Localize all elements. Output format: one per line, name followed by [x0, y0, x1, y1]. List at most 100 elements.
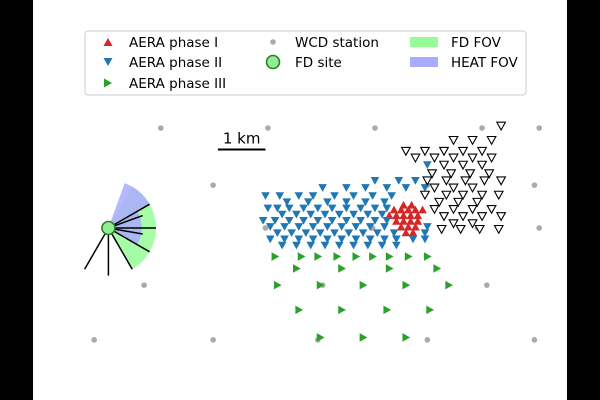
phase3-antenna-point [404, 252, 413, 261]
phase3-antenna-point [271, 252, 280, 261]
phase2-antenna-point [282, 198, 292, 207]
wcd-station-point [479, 125, 485, 131]
wcd-station-point [210, 182, 216, 188]
fd-bay-line [83, 227, 110, 270]
outline-antenna-point [422, 176, 433, 186]
phase2-antenna-point [411, 176, 420, 185]
phase2-antenna-point [380, 198, 389, 207]
phase2-antenna-point [380, 223, 389, 231]
phase1-antenna-point [407, 200, 416, 209]
phase2-antenna-point [320, 241, 330, 250]
fd-fov-layer [83, 183, 157, 276]
phase3-antenna-point [352, 252, 361, 261]
outline-antenna-point [467, 135, 478, 146]
outline-antenna-point [493, 190, 504, 201]
outline-antenna-point [457, 160, 469, 171]
phase2-antenna-point [258, 216, 268, 225]
phase3-antenna-point [273, 280, 282, 290]
phase2-antenna-point [273, 229, 282, 238]
outline-antenna-point [476, 212, 488, 222]
phase3-antenna-point [383, 305, 392, 315]
phase2-antenna-point [370, 176, 380, 185]
phase1-antenna-point [392, 217, 401, 225]
phase2-antenna-point [356, 216, 365, 225]
phase2-antenna-point [420, 235, 430, 244]
outline-antenna-point [479, 176, 490, 186]
outline-antenna-point [483, 169, 495, 179]
outline-antenna-point [419, 190, 431, 201]
phase3-antenna-point [385, 252, 394, 261]
phase3-antenna-point [333, 252, 342, 261]
phase2-antenna-point [337, 235, 346, 244]
scale-bar-label: 1 km [223, 129, 261, 147]
phase1-antenna-point [401, 228, 411, 237]
phase3-antenna-point [338, 305, 346, 315]
phase1-antenna-point [403, 205, 413, 214]
phase3-antenna-point [359, 333, 368, 342]
phase2-antenna-point [327, 216, 337, 225]
outline-antenna-point [436, 224, 447, 235]
outline-antenna-point [493, 224, 504, 235]
phase1-antenna-point [389, 205, 399, 214]
phase2-antenna-point [358, 229, 368, 238]
phase3-antenna-point [297, 252, 306, 261]
phase2-antenna-point [380, 235, 389, 244]
wcd-station-point [91, 337, 97, 343]
legend-label: HEAT FOV [451, 55, 519, 71]
outline-antenna-point [467, 219, 478, 229]
phase2-antenna-point [294, 223, 304, 231]
legend-entry-heat-fov: HEAT FOV [410, 55, 519, 71]
outline-antenna-point [476, 190, 488, 201]
outline-antenna-point [441, 176, 452, 186]
phase1-antenna-point [413, 211, 423, 220]
phase2-antenna-point [318, 184, 327, 192]
outline-antenna-point [453, 197, 464, 208]
legend-label: AERA phase III [129, 76, 226, 92]
outline-antenna-point [438, 160, 450, 171]
phase3-antenna-point [359, 280, 368, 290]
phase2-antenna-point [342, 198, 351, 207]
wcd-station-point [531, 337, 538, 343]
outline-antenna-point [464, 169, 476, 179]
outline-antenna-point [476, 146, 488, 157]
fd-fov-swatch-icon [410, 37, 438, 47]
phase2-antenna-point [423, 223, 432, 231]
phase2-antenna-point [351, 235, 361, 244]
phase1-antenna-point [408, 228, 418, 237]
phase3-antenna-point [292, 264, 301, 273]
phase1-antenna-point [399, 211, 408, 220]
phase2-antenna-point [349, 210, 358, 219]
outline-antenna-point [457, 212, 469, 222]
outline-antenna-point [429, 153, 440, 163]
wcd-station-point [265, 125, 271, 131]
phase2-antenna-point [306, 210, 316, 219]
legend-label: FD FOV [451, 35, 502, 51]
wcd-station-layer [91, 125, 542, 343]
phase1-antenna-point [406, 217, 415, 225]
phase2-antenna-point [361, 198, 370, 207]
outline-antenna-point [448, 183, 459, 193]
outline-antenna-point [486, 153, 497, 163]
phase3-marker-icon [104, 78, 112, 88]
phase2-antenna-point [323, 235, 332, 244]
phase2-antenna-point [370, 204, 380, 213]
outline-antenna-point [460, 176, 471, 186]
phase2-antenna-point [363, 241, 373, 250]
phase2-antenna-point [401, 184, 411, 192]
phase2-antenna-point [382, 184, 392, 192]
phase2-antenna-point [261, 192, 270, 200]
outline-antenna-point [448, 153, 459, 163]
phase2-antenna-point [287, 229, 296, 238]
outline-antenna-point [457, 146, 469, 157]
phase2-antenna-point [299, 216, 308, 225]
wcd-station-point [536, 225, 542, 231]
phase2-antenna-point [387, 192, 396, 200]
legend-label: AERA phase II [129, 55, 222, 71]
outline-antenna-point [400, 146, 412, 157]
phase3-antenna-point [445, 280, 454, 290]
outline-antenna-point [426, 169, 438, 179]
wcd-station-point [424, 337, 431, 343]
wcd-station-point [141, 282, 147, 288]
phase2-antenna-point [308, 235, 318, 244]
phase2-antenna-point [299, 204, 308, 213]
